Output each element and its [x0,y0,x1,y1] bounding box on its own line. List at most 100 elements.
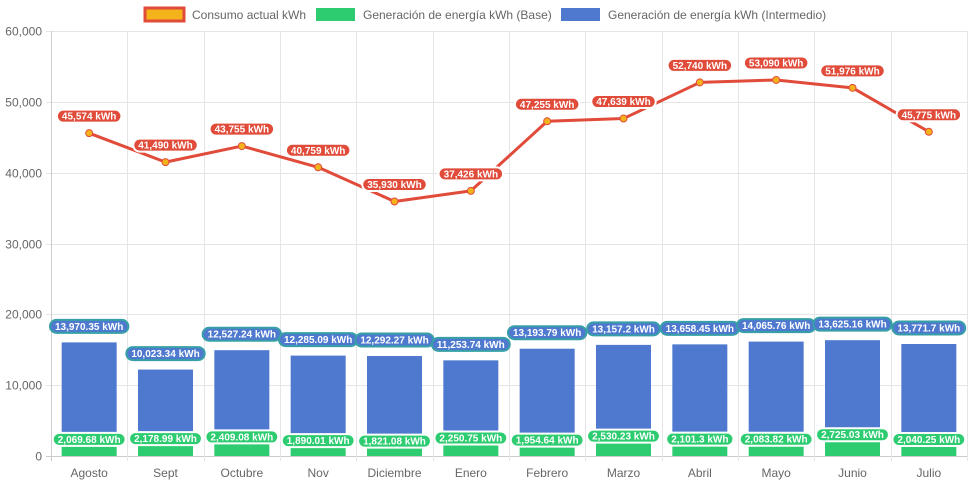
bar-intermedio[interactable] [138,369,193,441]
label-consumo-bg [208,121,276,137]
consumo-point[interactable] [85,129,94,138]
label-intermedio: 13,157.2 kWh [586,321,661,337]
bar-intermedio[interactable] [61,342,117,442]
label-consumo-text: 35,930 kWh [367,180,421,191]
x-tick-label: Sept [153,466,178,480]
label-consumo-text: 43,755 kWh [215,125,269,136]
bar-intermedio[interactable] [214,350,270,439]
label-intermedio-bg [891,320,967,336]
bar-intermedio[interactable] [901,343,957,442]
label-consumo-bg [895,107,963,123]
label-intermedio: 11,253.74 kWh [430,336,511,352]
y-axis-ticks: 0 10,000 20,000 30,000 40,000 50,000 60,000 [5,25,42,464]
label-consumo-text: 47,639 kWh [596,97,650,108]
label-consumo-bg [284,142,352,158]
legend: Consumo actual kWh Generación de energía… [143,6,826,23]
y-tick-label: 10,000 [5,379,42,393]
label-base-bg [128,431,203,447]
label-intermedio-text: 13,970.35 kWh [55,322,123,333]
x-tick-label: Mayo [761,466,791,480]
legend-item-intermedio[interactable]: Generación de energía kWh (Intermedio) [561,8,826,22]
bar-intermedio[interactable] [519,348,575,443]
bar-intermedio[interactable] [367,356,422,444]
consumo-point[interactable] [924,127,933,136]
label-base-text: 2,409.08 kWh [210,432,273,443]
label-consumo-text: 37,426 kWh [444,169,498,180]
label-base: 2,409.08 kWh [204,429,280,445]
x-tick-label: Junio [838,466,867,480]
x-tick-label: Febrero [526,466,568,480]
label-intermedio: 13,658.45 kWh [659,320,741,336]
consumo-point[interactable] [161,158,170,167]
label-intermedio: 13,771.7 kWh [891,320,967,336]
grid [46,31,968,461]
label-base-text: 1,890.01 kWh [287,436,350,447]
label-base: 2,725.03 kWh [815,427,890,443]
y-tick-label: 30,000 [5,238,42,252]
bar-intermedio[interactable] [672,344,728,442]
consumo-point[interactable] [619,114,628,123]
label-intermedio-text: 14,065.76 kWh [742,321,810,332]
bar-intermedio[interactable] [825,340,880,437]
label-intermedio-text: 13,157.2 kWh [592,324,655,335]
x-axis-ticks: Agosto Sept Octubre Nov Diciembre Enero Febrer… [70,466,941,480]
label-base-text: 2,250.75 kWh [439,434,502,445]
bar-intermedio[interactable] [748,341,804,442]
y-tick-label: 50,000 [5,96,42,110]
bar-intermedio[interactable] [290,355,346,443]
consumo-point[interactable] [390,197,399,206]
label-consumo: 53,090 kWh [742,55,810,71]
legend-item-base[interactable]: Generación de energía kWh (Base) [316,8,552,22]
label-base-bg [815,427,890,443]
data-labels: 2,069.68 kWh 13,970.35 kWh 45,574 kWh 2,178… [48,55,967,449]
bars [61,340,957,456]
consumo-point[interactable] [466,186,475,195]
label-intermedio-text: 12,292.27 kWh [360,336,428,347]
x-tick-label: Abril [688,466,712,480]
consumo-point[interactable] [848,83,857,92]
x-tick-label: Nov [307,466,328,480]
x-tick-label: Marzo [607,466,641,480]
legend-item-consumo[interactable]: Consumo actual kWh [143,6,306,23]
label-base-bg [51,431,127,447]
label-base-text: 2,069.68 kWh [58,435,121,446]
label-base: 2,069.68 kWh [51,431,127,447]
label-consumo: 52,740 kWh [666,57,734,73]
label-consumo-bg [590,94,657,110]
bar-intermedio[interactable] [443,360,499,441]
consumo-point[interactable] [543,117,552,126]
label-base: 2,178.99 kWh [128,431,203,447]
label-base: 2,530.23 kWh [586,428,661,444]
label-base-bg [204,429,280,445]
label-base-text: 2,040.25 kWh [897,435,960,446]
x-tick-label: Diciembre [367,466,421,480]
label-intermedio-text: 13,193.79 kWh [513,328,581,339]
label-intermedio-text: 12,527.24 kWh [208,330,276,341]
label-consumo-text: 52,740 kWh [673,61,727,72]
label-base-bg [433,430,509,446]
bar-intermedio[interactable] [596,344,651,439]
label-consumo-text: 45,775 kWh [902,110,956,121]
label-consumo-text: 45,574 kWh [62,112,116,123]
label-intermedio-bg [812,316,893,332]
consumo-point[interactable] [772,75,781,84]
label-intermedio: 13,970.35 kWh [48,318,130,334]
label-base-text: 2,725.03 kWh [821,430,884,441]
consumo-point[interactable] [314,163,323,172]
consumo-point[interactable] [237,142,246,151]
label-consumo-text: 51,976 kWh [825,66,879,77]
label-intermedio-bg [125,346,206,362]
legend-label-intermedio: Generación de energía kWh (Intermedio) [608,8,826,22]
label-base-bg [586,428,661,444]
label-intermedio-text: 11,253.74 kWh [437,340,505,351]
x-tick-label: Octubre [220,466,263,480]
label-consumo: 45,574 kWh [55,108,123,124]
legend-swatch-consumo [143,6,186,23]
label-base: 1,821.08 kWh [357,433,432,449]
y-tick-label: 60,000 [5,25,42,39]
consumo-point[interactable] [695,78,704,87]
label-intermedio: 12,285.09 kWh [277,332,359,348]
label-intermedio: 14,065.76 kWh [735,318,817,334]
label-consumo-bg [666,57,734,73]
